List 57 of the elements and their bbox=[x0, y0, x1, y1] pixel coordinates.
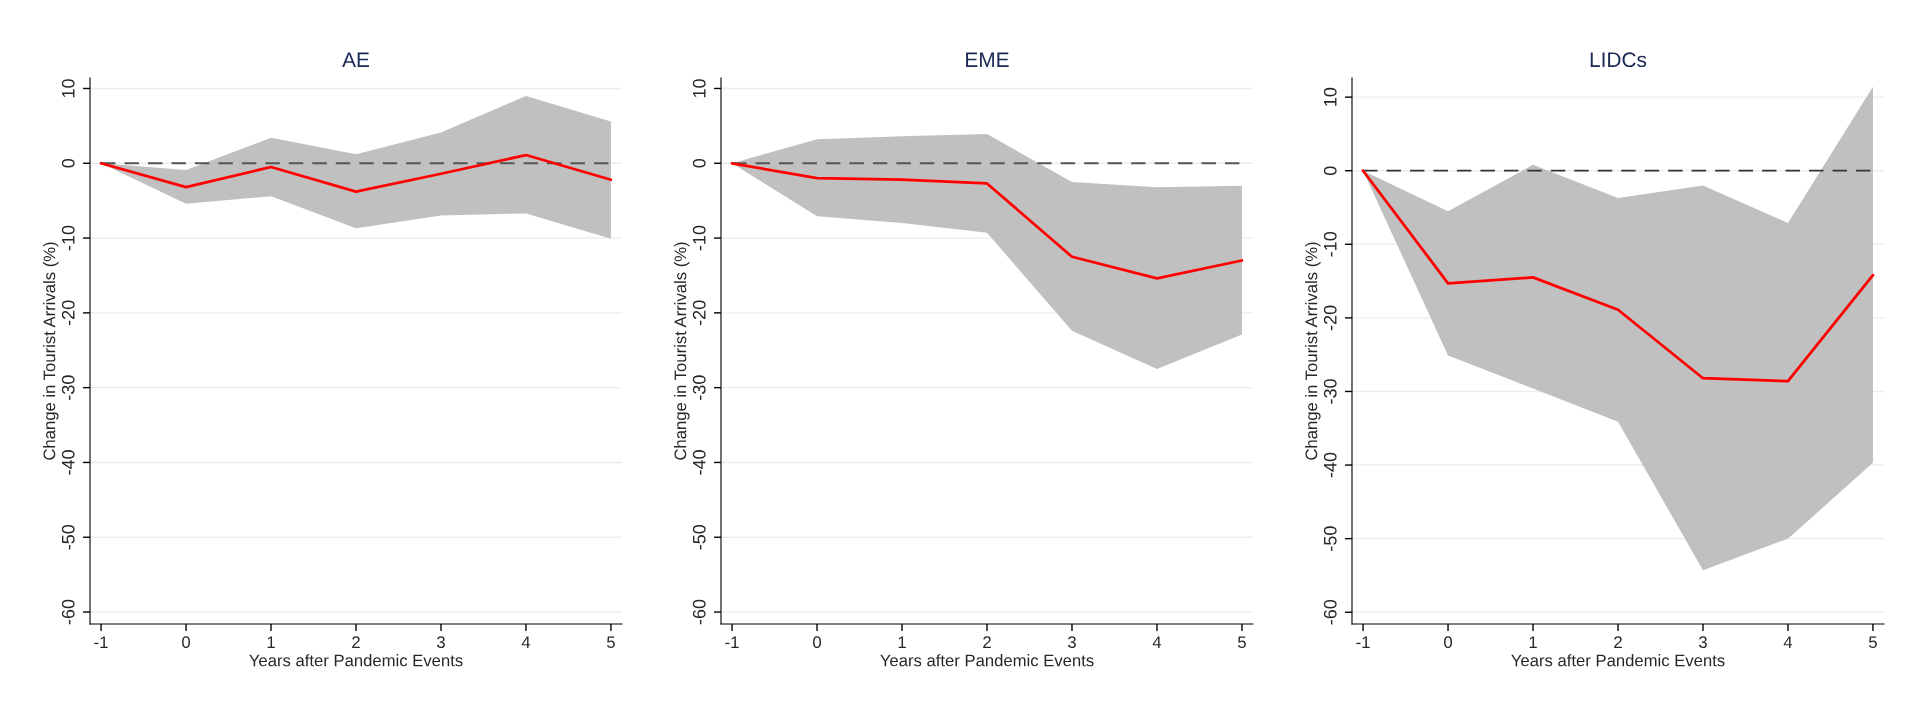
y-tick-label: -50 bbox=[1323, 526, 1337, 551]
x-axis-title: Years after Pandemic Events bbox=[249, 654, 463, 667]
x-tick-label: 2 bbox=[1614, 636, 1622, 648]
x-tick-label: 5 bbox=[1868, 636, 1877, 649]
y-tick-label: -20 bbox=[1323, 305, 1337, 331]
x-tick-label: 0 bbox=[182, 636, 191, 649]
y-tick-label: -30 bbox=[692, 375, 706, 400]
x-tick-label: 5 bbox=[606, 636, 615, 649]
x-tick-label: 0 bbox=[813, 636, 822, 649]
x-tick-label: -1 bbox=[725, 636, 739, 648]
x-tick-label: 4 bbox=[1152, 636, 1162, 648]
x-tick-label: 5 bbox=[1237, 636, 1246, 649]
y-tick-label: 0 bbox=[61, 158, 75, 168]
y-tick-label: -50 bbox=[61, 524, 75, 550]
y-tick-label: -10 bbox=[692, 225, 706, 251]
y-tick-label: -60 bbox=[692, 599, 706, 625]
chart-title: EME bbox=[966, 52, 1009, 67]
x-axis-title: Years after Pandemic Events bbox=[1511, 654, 1725, 667]
y-tick-label: -60 bbox=[61, 599, 75, 625]
y-tick-label: -30 bbox=[1323, 379, 1337, 404]
y-tick-label: -10 bbox=[1323, 231, 1337, 257]
y-axis-title: Change in Tourist Arrivals (%) bbox=[674, 242, 690, 460]
y-tick-label: 10 bbox=[1323, 87, 1337, 106]
y-tick-label: -40 bbox=[692, 450, 706, 475]
chart-title: AE bbox=[342, 52, 369, 67]
x-tick-label: -1 bbox=[1356, 636, 1370, 648]
y-tick-label: 0 bbox=[1323, 166, 1337, 176]
y-tick-label: 10 bbox=[692, 79, 706, 98]
y-tick-label: -10 bbox=[61, 225, 75, 251]
x-axis-title: Years after Pandemic Events bbox=[880, 654, 1094, 667]
chart-title: LIDCs bbox=[1590, 52, 1647, 68]
line-series bbox=[1361, 169, 1875, 383]
x-tick-label: 3 bbox=[1698, 636, 1707, 649]
y-tick-label: -40 bbox=[61, 450, 75, 475]
y-tick-label: 0 bbox=[692, 158, 706, 168]
y-tick-label: -20 bbox=[61, 300, 75, 326]
x-tick-label: -1 bbox=[94, 636, 108, 648]
x-tick-label: 2 bbox=[352, 636, 360, 648]
y-tick-label: 10 bbox=[61, 79, 75, 98]
x-tick-label: 1 bbox=[267, 636, 275, 648]
x-tick-label: 3 bbox=[1067, 636, 1076, 649]
x-tick-label: 1 bbox=[1529, 636, 1537, 648]
line-series bbox=[99, 153, 613, 194]
y-tick-label: -30 bbox=[61, 375, 75, 400]
y-tick-label: -60 bbox=[1323, 599, 1337, 625]
y-axis-title: Change in Tourist Arrivals (%) bbox=[43, 242, 59, 460]
x-tick-label: 0 bbox=[1444, 636, 1453, 649]
y-tick-label: -40 bbox=[1323, 452, 1337, 478]
y-axis-title: Change in Tourist Arrivals (%) bbox=[1305, 242, 1321, 460]
x-tick-label: 4 bbox=[1783, 636, 1793, 648]
x-tick-label: 4 bbox=[521, 636, 531, 648]
x-tick-label: 2 bbox=[983, 636, 991, 648]
x-tick-label: 1 bbox=[898, 636, 906, 648]
y-tick-label: -20 bbox=[692, 300, 706, 326]
line-series bbox=[730, 161, 1244, 280]
x-tick-label: 3 bbox=[436, 636, 445, 649]
y-tick-label: -50 bbox=[692, 524, 706, 550]
